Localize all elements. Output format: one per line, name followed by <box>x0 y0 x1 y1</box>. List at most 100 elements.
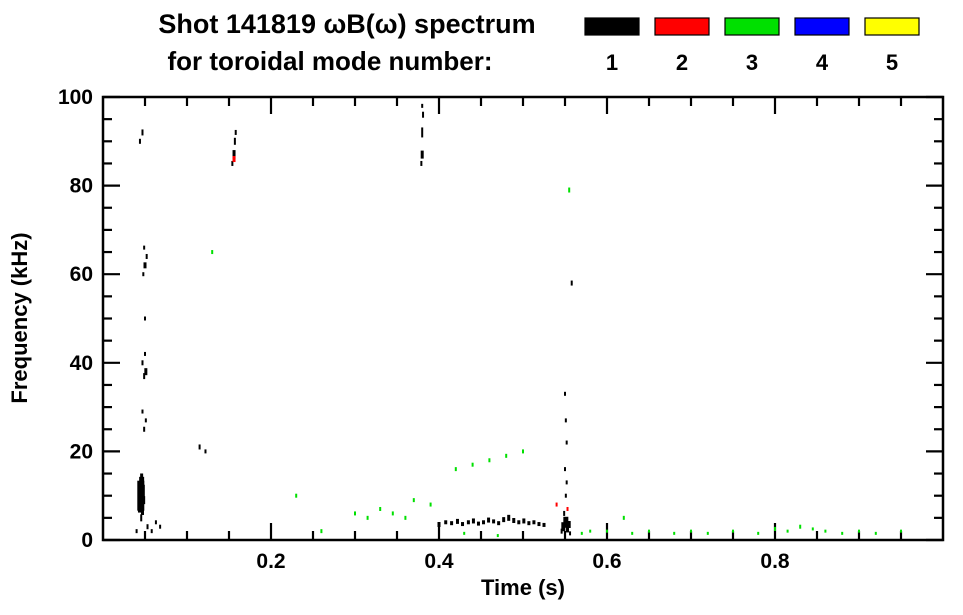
data-point <box>391 511 394 516</box>
data-point <box>537 522 541 527</box>
data-point <box>567 520 571 528</box>
data-point <box>563 510 566 516</box>
data-point <box>497 521 501 526</box>
data-point <box>532 520 536 525</box>
data-point <box>138 138 141 144</box>
y-axis-title: Frequency (kHz) <box>7 232 32 403</box>
legend-swatch-mode-5 <box>864 17 920 36</box>
data-point <box>141 484 145 498</box>
data-point <box>517 520 521 525</box>
data-point <box>732 529 734 533</box>
data-point <box>143 496 146 505</box>
data-point <box>690 529 692 533</box>
data-point <box>422 111 425 118</box>
data-point <box>420 160 423 166</box>
legend-label-mode-5: 5 <box>886 50 898 75</box>
data-point <box>564 467 566 472</box>
y-tick-label: 80 <box>70 175 93 198</box>
data-point <box>900 529 902 533</box>
x-tick-label: 0.8 <box>760 550 790 573</box>
data-point <box>146 524 149 530</box>
data-point <box>144 418 147 423</box>
data-point <box>505 453 508 458</box>
data-point <box>144 351 146 356</box>
legend-swatch-mode-4 <box>794 17 850 36</box>
x-tick-label: 0.2 <box>256 550 285 573</box>
data-point <box>487 517 491 523</box>
data-point <box>450 521 454 526</box>
data-point <box>461 522 465 527</box>
legend-label-mode-1: 1 <box>606 50 618 75</box>
data-point <box>673 531 676 535</box>
data-point <box>561 522 566 532</box>
x-tick-label: 0.4 <box>424 550 454 573</box>
data-point <box>150 529 153 534</box>
data-point <box>233 137 236 145</box>
data-point <box>824 529 827 533</box>
data-points <box>135 103 902 538</box>
data-point <box>455 518 459 524</box>
data-point <box>135 529 138 534</box>
data-point <box>757 531 760 535</box>
data-point <box>799 524 802 529</box>
data-point <box>412 498 415 503</box>
data-point <box>420 150 424 159</box>
data-point <box>589 529 592 533</box>
data-point <box>841 531 844 535</box>
data-point <box>811 527 814 531</box>
data-point <box>141 360 144 366</box>
data-point <box>295 493 298 498</box>
data-point <box>463 531 466 535</box>
data-point <box>404 515 407 520</box>
data-point <box>522 518 526 524</box>
data-point <box>143 262 147 269</box>
data-point <box>512 518 516 524</box>
data-point <box>429 502 432 507</box>
data-point <box>379 506 382 511</box>
y-tick-label: 100 <box>58 86 93 109</box>
data-point <box>555 502 558 507</box>
data-point <box>204 449 207 454</box>
data-point <box>141 409 144 414</box>
data-point <box>141 129 144 136</box>
data-point <box>421 103 424 108</box>
data-point <box>648 529 650 533</box>
data-point <box>145 253 148 259</box>
data-point <box>622 515 625 520</box>
data-point <box>568 187 571 193</box>
data-point <box>231 160 234 166</box>
legend-label-mode-4: 4 <box>816 50 829 75</box>
data-point <box>366 515 369 520</box>
data-point <box>527 521 531 526</box>
data-point <box>144 368 148 376</box>
data-point <box>476 521 480 526</box>
y-tick-label: 60 <box>70 263 93 286</box>
plot-frame <box>101 95 945 542</box>
data-point <box>444 520 448 525</box>
data-point <box>159 524 162 529</box>
data-point <box>232 150 236 160</box>
data-point <box>143 426 146 432</box>
chart-title: Shot 141819 ωB(ω) spectrum <box>158 9 535 39</box>
data-point <box>565 480 568 485</box>
data-point <box>564 493 567 498</box>
data-point <box>522 449 524 454</box>
y-tick-label: 40 <box>70 352 93 375</box>
legend-swatch-mode-2 <box>654 17 710 36</box>
data-point <box>492 519 496 524</box>
data-point <box>569 531 572 536</box>
data-point <box>488 458 491 463</box>
data-point <box>858 529 860 533</box>
data-point <box>482 520 486 525</box>
data-point <box>874 531 877 535</box>
x-tick-label: 0.6 <box>592 550 621 573</box>
data-point <box>606 529 608 533</box>
legend-swatch-mode-1 <box>584 17 640 36</box>
y-tick-label: 20 <box>70 440 93 463</box>
data-point <box>570 280 573 286</box>
data-point <box>454 467 457 472</box>
legend-swatch-mode-3 <box>724 17 780 36</box>
data-point <box>466 520 470 525</box>
y-tick-label: 0 <box>81 529 93 552</box>
